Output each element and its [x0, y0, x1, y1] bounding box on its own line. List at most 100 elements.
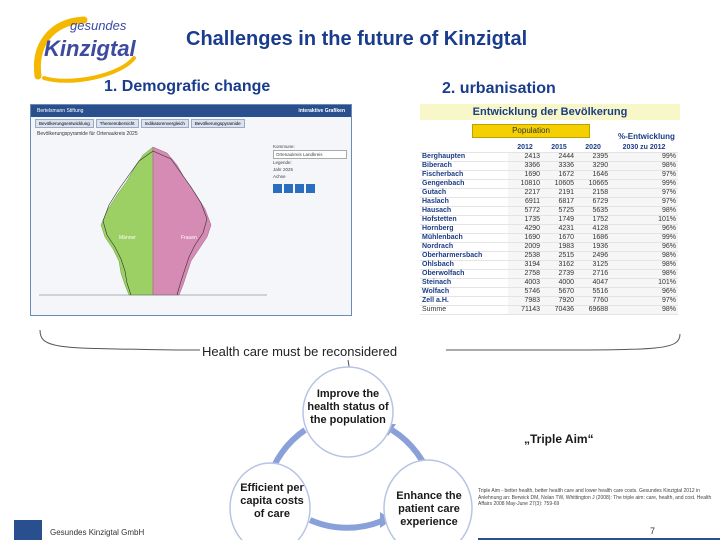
pyramid-female-area — [152, 146, 212, 296]
table-body: Berghaupten 2413 2444 2395 99% Biberach 3366 33… — [420, 152, 678, 316]
row-value: 97% — [610, 170, 678, 181]
side-btn-4-icon[interactable] — [306, 184, 315, 193]
row-value: 1749 — [542, 215, 577, 226]
row-name: Fischerbach — [420, 170, 508, 181]
row-value: 98% — [610, 251, 678, 262]
footer-line — [478, 538, 720, 540]
table-row: Summe 71143 70436 69688 98% — [420, 305, 678, 316]
row-value: 5772 — [508, 206, 543, 217]
row-value: 2538 — [508, 251, 543, 262]
side-icon-row — [273, 184, 347, 193]
row-value: 1752 — [576, 215, 611, 226]
slide-title: Challenges in the future of Kinzigtal — [186, 28, 528, 50]
table-row: Ohlsbach 3194 3162 3125 98% — [420, 260, 678, 271]
pct-heading: %-Entwicklung — [618, 132, 675, 141]
row-value: 1670 — [542, 233, 577, 244]
side-btn-3-icon[interactable] — [295, 184, 304, 193]
row-value: 2515 — [542, 251, 577, 262]
row-value: 96% — [610, 287, 678, 298]
table-row: Berghaupten 2413 2444 2395 99% — [420, 152, 678, 163]
th-year: 2012 — [508, 144, 543, 154]
panel-tab-2[interactable]: Themenübersicht — [95, 119, 139, 128]
row-value: 99% — [610, 152, 678, 163]
row-name: Gutach — [420, 188, 508, 199]
row-name: Steinach — [420, 278, 508, 289]
gesundes-kinzigtal-logo: gesundes Kinzigtal — [30, 6, 142, 86]
table-row: Hofstetten 1735 1749 1752 101% — [420, 215, 678, 226]
side-line-5: Achse — [273, 174, 286, 179]
logo-swoosh-icon — [33, 16, 136, 83]
row-value: 6729 — [576, 197, 611, 208]
row-value: 7760 — [576, 296, 611, 307]
row-name: Wolfach — [420, 287, 508, 298]
row-value: 1672 — [542, 170, 577, 181]
side-line-2[interactable]: Ortenaukreis Landkreis — [273, 150, 347, 159]
table-row: Oberwolfach 2758 2739 2716 98% — [420, 269, 678, 280]
side-btn-2-icon[interactable] — [284, 184, 293, 193]
pyramid-label-female: Frauen — [181, 235, 197, 241]
population-table: 2012 2015 2020 2030 zu 2012 Berghaupten 2… — [420, 144, 678, 316]
row-value: 5635 — [576, 206, 611, 217]
logo-text-main: Kinzigtal — [44, 36, 136, 61]
th-year: 2020 — [576, 144, 611, 154]
row-value: 96% — [610, 224, 678, 235]
pyramid-male-area — [100, 146, 154, 296]
row-value: 6817 — [542, 197, 577, 208]
footer-accent — [14, 520, 42, 540]
table-row: Steinach 4003 4000 4047 101% — [420, 278, 678, 289]
row-value: 71143 — [508, 305, 543, 316]
health-care-statement: Health care must be reconsidered — [202, 344, 398, 359]
table-row: Hornberg 4290 4231 4128 96% — [420, 224, 678, 235]
row-name: Gengenbach — [420, 179, 508, 190]
row-value: 2758 — [508, 269, 543, 280]
side-btn-1-icon[interactable] — [273, 184, 282, 193]
row-value: 2496 — [576, 251, 611, 262]
row-value: 69688 — [576, 305, 611, 316]
row-value: 3366 — [508, 161, 543, 172]
panel-tabs: Bevölkerungsentwicklung Themenübersicht … — [31, 117, 351, 130]
row-value: 1936 — [576, 242, 611, 253]
row-value: 2009 — [508, 242, 543, 253]
row-value: 6911 — [508, 197, 543, 208]
panel-tab-1[interactable]: Bevölkerungsentwicklung — [35, 119, 94, 128]
table-row: Gutach 2217 2191 2158 97% — [420, 188, 678, 199]
aim-enhance-experience: Enhance the patient care experience — [396, 490, 462, 528]
population-badge: Population — [472, 124, 590, 138]
row-value: 3336 — [542, 161, 577, 172]
row-value: 1690 — [508, 170, 543, 181]
table-heading: Entwicklung der Bevölkerung — [420, 104, 680, 120]
row-name: Berghaupten — [420, 152, 508, 163]
row-value: 97% — [610, 197, 678, 208]
footer-company: Gesundes Kinzigtal GmbH — [50, 528, 145, 537]
table-row: Mühlenbach 1690 1670 1686 99% — [420, 233, 678, 244]
row-value: 4231 — [542, 224, 577, 235]
panel-tab-4[interactable]: Bevölkerungspyramide — [190, 119, 245, 128]
side-line-4: Jahr 2025 — [273, 167, 294, 172]
table-row: Nordrach 2009 1983 1936 96% — [420, 242, 678, 253]
row-value: 1983 — [542, 242, 577, 253]
heading-urbanisation: 2. urbanisation — [442, 80, 556, 97]
triple-aim-label: „Triple Aim“ — [524, 432, 594, 446]
row-value: 2739 — [542, 269, 577, 280]
row-value: 98% — [610, 305, 678, 316]
population-table-panel: Entwicklung der Bevölkerung Population %… — [420, 104, 680, 336]
row-value: 3125 — [576, 260, 611, 271]
table-header-row: 2012 2015 2020 2030 zu 2012 — [420, 144, 678, 154]
row-value: 5516 — [576, 287, 611, 298]
heading-demografic: 1. Demografic change — [104, 78, 271, 95]
aim-efficient-costs: Efficient per capita costs of care — [240, 482, 304, 520]
panel-brand-left: Bertelsmann Stiftung — [37, 108, 84, 114]
panel-brand-right: interaktive Grafiken — [298, 108, 345, 114]
panel-tab-3[interactable]: Indikatorenvergleich — [140, 119, 189, 128]
row-name: Hornberg — [420, 224, 508, 235]
row-name: Biberach — [420, 161, 508, 172]
th-year: 2015 — [542, 144, 577, 154]
logo-text-top: gesundes — [70, 18, 127, 33]
row-name: Oberwolfach — [420, 269, 508, 280]
row-value: 1686 — [576, 233, 611, 244]
pyramid-label-male: Männer — [119, 235, 136, 241]
row-name: Nordrach — [420, 242, 508, 253]
row-name: Hofstetten — [420, 215, 508, 226]
table-row: Gengenbach 10810 10605 10665 99% — [420, 179, 678, 190]
